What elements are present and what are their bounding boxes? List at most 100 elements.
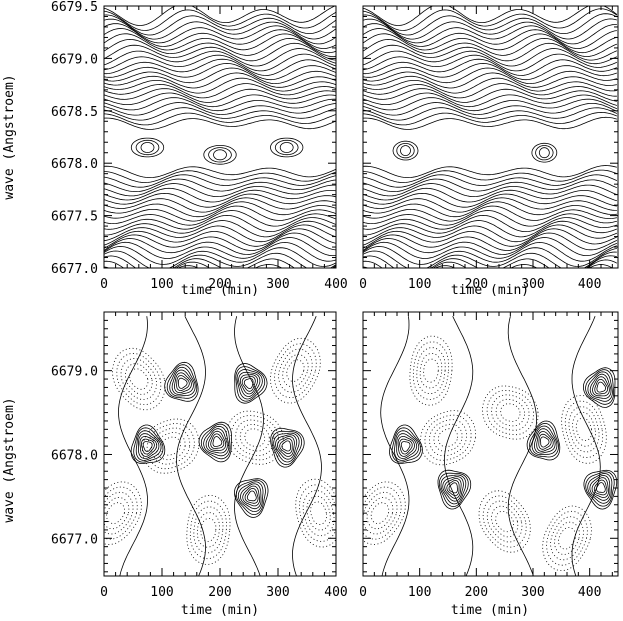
contour-core [392,140,419,161]
negative-contour [495,398,525,427]
contour-line [363,62,618,81]
contour-line [104,246,336,267]
positive-contour [133,427,164,463]
negative-contour [572,411,596,447]
contour-line [363,174,618,188]
negative-contour [226,410,284,465]
positive-contour [142,441,153,452]
negative-contour [486,389,535,436]
negative-contour [558,527,576,550]
contour-line [363,220,618,238]
positive-contour [444,478,462,499]
contour-line [104,183,336,197]
positive-contour [281,440,291,452]
contour-line [363,246,617,267]
negative-contour [482,495,527,548]
contour-line [363,13,618,36]
negative-contour [495,510,514,533]
y-tick-label: 6679.0 [51,52,98,67]
contour-line [104,72,336,89]
positive-contour [399,438,413,455]
contour-core [203,145,237,165]
negative-contour [409,335,453,406]
positive-contour [437,469,472,510]
negative-contour [416,347,446,395]
contour-line [363,97,618,112]
contour-line [363,187,618,203]
contour-core [400,145,411,156]
contour-line [104,170,336,183]
contour-line [104,62,336,81]
negative-contour [286,359,305,382]
negative-contour [363,481,406,545]
negative-contour [270,337,321,404]
negative-contour [104,491,134,535]
negative-contour [230,415,280,461]
x-tick-label: 100 [150,277,173,292]
contour-line [363,83,617,99]
contour-line [363,228,618,247]
panel-top-right-axes: 0 100 200 300 400 [359,5,618,292]
x-tick-label: 0 [100,585,108,600]
contour-line [104,88,336,103]
contour-line [104,187,336,203]
x-tick-label: 400 [578,585,601,600]
contour-line [104,107,336,121]
contour-line [104,18,336,40]
panel-top-left-ylabel: wave (Angstroem) [2,74,17,199]
contour-core [270,137,304,158]
panel-top-right-xlabel: time (min) [451,283,529,298]
negative-contour [278,348,313,393]
y-tick-label: 6678.0 [51,448,98,463]
positive-contour [526,420,561,461]
negative-contour [302,490,335,537]
contour-line [363,6,618,26]
contour-line [104,102,336,116]
negative-contour [282,354,309,388]
x-tick-label: 200 [208,585,231,600]
x-tick-label: 100 [408,585,431,600]
contour-line [104,37,336,57]
panel-top-right: 0 100 200 300 400 time (min) [359,5,619,298]
contour-line [363,42,618,62]
panel-bottom-left-contours [104,316,336,576]
contour-line [363,37,618,57]
contour-lines [363,6,618,268]
contour-line [363,53,618,72]
contour-line [363,169,618,183]
contour-core [279,142,294,153]
contour-line [104,33,336,54]
contour-line [363,250,617,268]
contour-line [363,33,618,54]
contour-line [104,224,336,243]
x-tick-label: 200 [208,277,231,292]
contour-line [363,8,618,31]
y-tick-label: 6677.5 [51,210,98,225]
contour-line [104,14,336,36]
zero-contour [176,316,206,576]
contour-line [363,178,618,192]
positive-contour [591,477,609,498]
contour-line [363,18,618,40]
contour-line [104,241,336,262]
positive-contour [442,476,464,502]
contour-line [104,23,336,45]
panel-top-left: 0 100 200 300 400 6677.0 6677.5 6678.0 6678.5 667… [2,0,348,298]
contour-lines [363,316,618,576]
positive-contour [210,433,225,449]
positive-contour [198,421,232,463]
positive-contour [176,375,190,391]
zero-contour [380,316,410,576]
positive-contour [135,430,162,461]
positive-contour [239,374,259,395]
x-tick-label: 100 [150,585,173,600]
negative-contour [550,516,584,561]
negative-contour [160,436,182,456]
negative-contour [554,521,580,555]
negative-contour [486,500,523,543]
contour-line [363,237,618,256]
positive-contour [243,378,254,390]
x-tick-label: 300 [521,277,544,292]
negative-contour [129,368,149,390]
